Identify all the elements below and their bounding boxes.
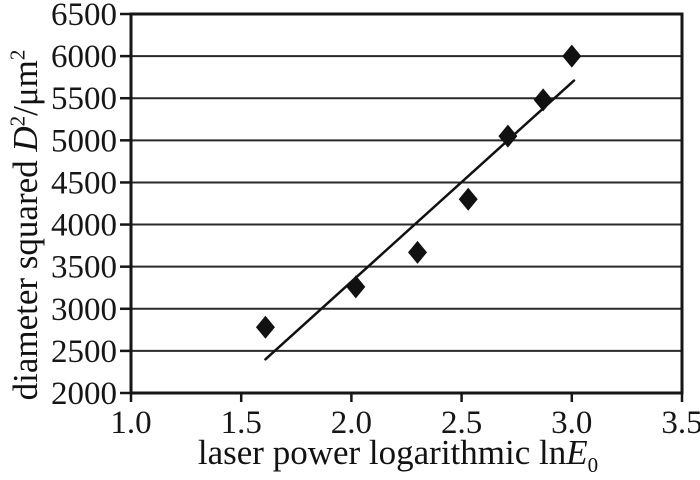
x-axis-title: laser power logarithmic lnE0 bbox=[118, 433, 678, 476]
data-point-marker bbox=[498, 124, 518, 148]
plot-frame bbox=[129, 12, 684, 395]
y-axis-variable-exponent: 2 bbox=[5, 115, 30, 127]
x-axis-title-text: laser power logarithmic ln bbox=[197, 433, 567, 472]
x-tick-label: 3.0 bbox=[551, 405, 592, 441]
y-tick-label: 6500 bbox=[51, 0, 117, 33]
y-tick-label: 2000 bbox=[51, 376, 117, 412]
trend-line bbox=[264, 79, 576, 361]
x-tick-label: 1.0 bbox=[110, 405, 151, 441]
y-tick-label: 3500 bbox=[51, 250, 117, 286]
data-point-marker bbox=[458, 187, 478, 211]
y-tick-label: 5000 bbox=[51, 123, 117, 159]
y-axis-title: diameter squared D2/μm2 bbox=[5, 15, 46, 435]
x-tick-label: 1.5 bbox=[221, 405, 262, 441]
data-point-marker bbox=[533, 88, 553, 112]
y-axis-unit-exponent: 2 bbox=[5, 49, 30, 61]
x-tick-label: 2.5 bbox=[441, 405, 482, 441]
data-point-marker bbox=[255, 315, 275, 339]
data-point-marker bbox=[562, 44, 582, 68]
y-tick-label: 5500 bbox=[51, 81, 117, 117]
x-axis-subscript: 0 bbox=[587, 453, 599, 477]
data-point-marker bbox=[408, 240, 428, 264]
x-tick-label: 2.0 bbox=[331, 405, 372, 441]
x-tick-label: 3.5 bbox=[661, 405, 700, 441]
data-point-marker bbox=[346, 275, 366, 299]
y-axis-title-text: diameter squared bbox=[6, 151, 45, 401]
y-tick-label: 3000 bbox=[51, 292, 117, 328]
y-tick-label: 2500 bbox=[51, 334, 117, 370]
y-tick-label: 4500 bbox=[51, 165, 117, 201]
x-axis-variable: E bbox=[566, 433, 588, 472]
y-tick-label: 4000 bbox=[51, 208, 117, 244]
y-axis-unit: /μm bbox=[6, 60, 45, 116]
y-axis-variable: D bbox=[6, 126, 45, 152]
y-tick-label: 6000 bbox=[51, 39, 117, 75]
